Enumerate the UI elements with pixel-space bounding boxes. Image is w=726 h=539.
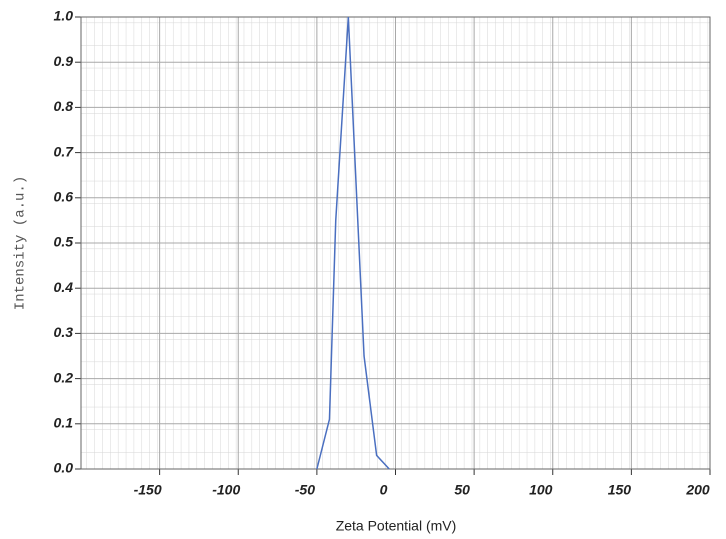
x-axis-label: Zeta Potential (mV) [336,518,457,534]
x-tick-label: 0 [380,482,388,498]
y-axis-label: Intensity (a.u.) [13,176,29,310]
x-tick-label: 200 [685,482,710,498]
y-tick-label: 0.6 [54,189,74,205]
x-tick-label: -50 [295,482,315,498]
y-tick-label: 0.4 [54,279,74,295]
plot-frame [80,16,711,470]
x-tick-label: 100 [529,482,553,498]
x-tick-label: 150 [608,482,632,498]
y-tick-label: 0.2 [54,369,74,385]
x-tick-label: -150 [134,482,162,498]
y-tick-label: 0.1 [54,415,74,431]
y-tick-label: 0.8 [54,98,74,114]
y-tick-label: 0.3 [54,324,74,340]
y-tick-label: 0.5 [54,234,74,250]
y-tick-label: 0.7 [54,143,75,159]
y-tick-label: 1.0 [54,8,74,24]
y-tick-label: 0.0 [54,460,74,476]
y-tick-label: 0.9 [54,53,74,69]
x-tick-label: 50 [454,482,470,498]
data-line [316,16,390,470]
x-tick-label: -100 [212,482,240,498]
